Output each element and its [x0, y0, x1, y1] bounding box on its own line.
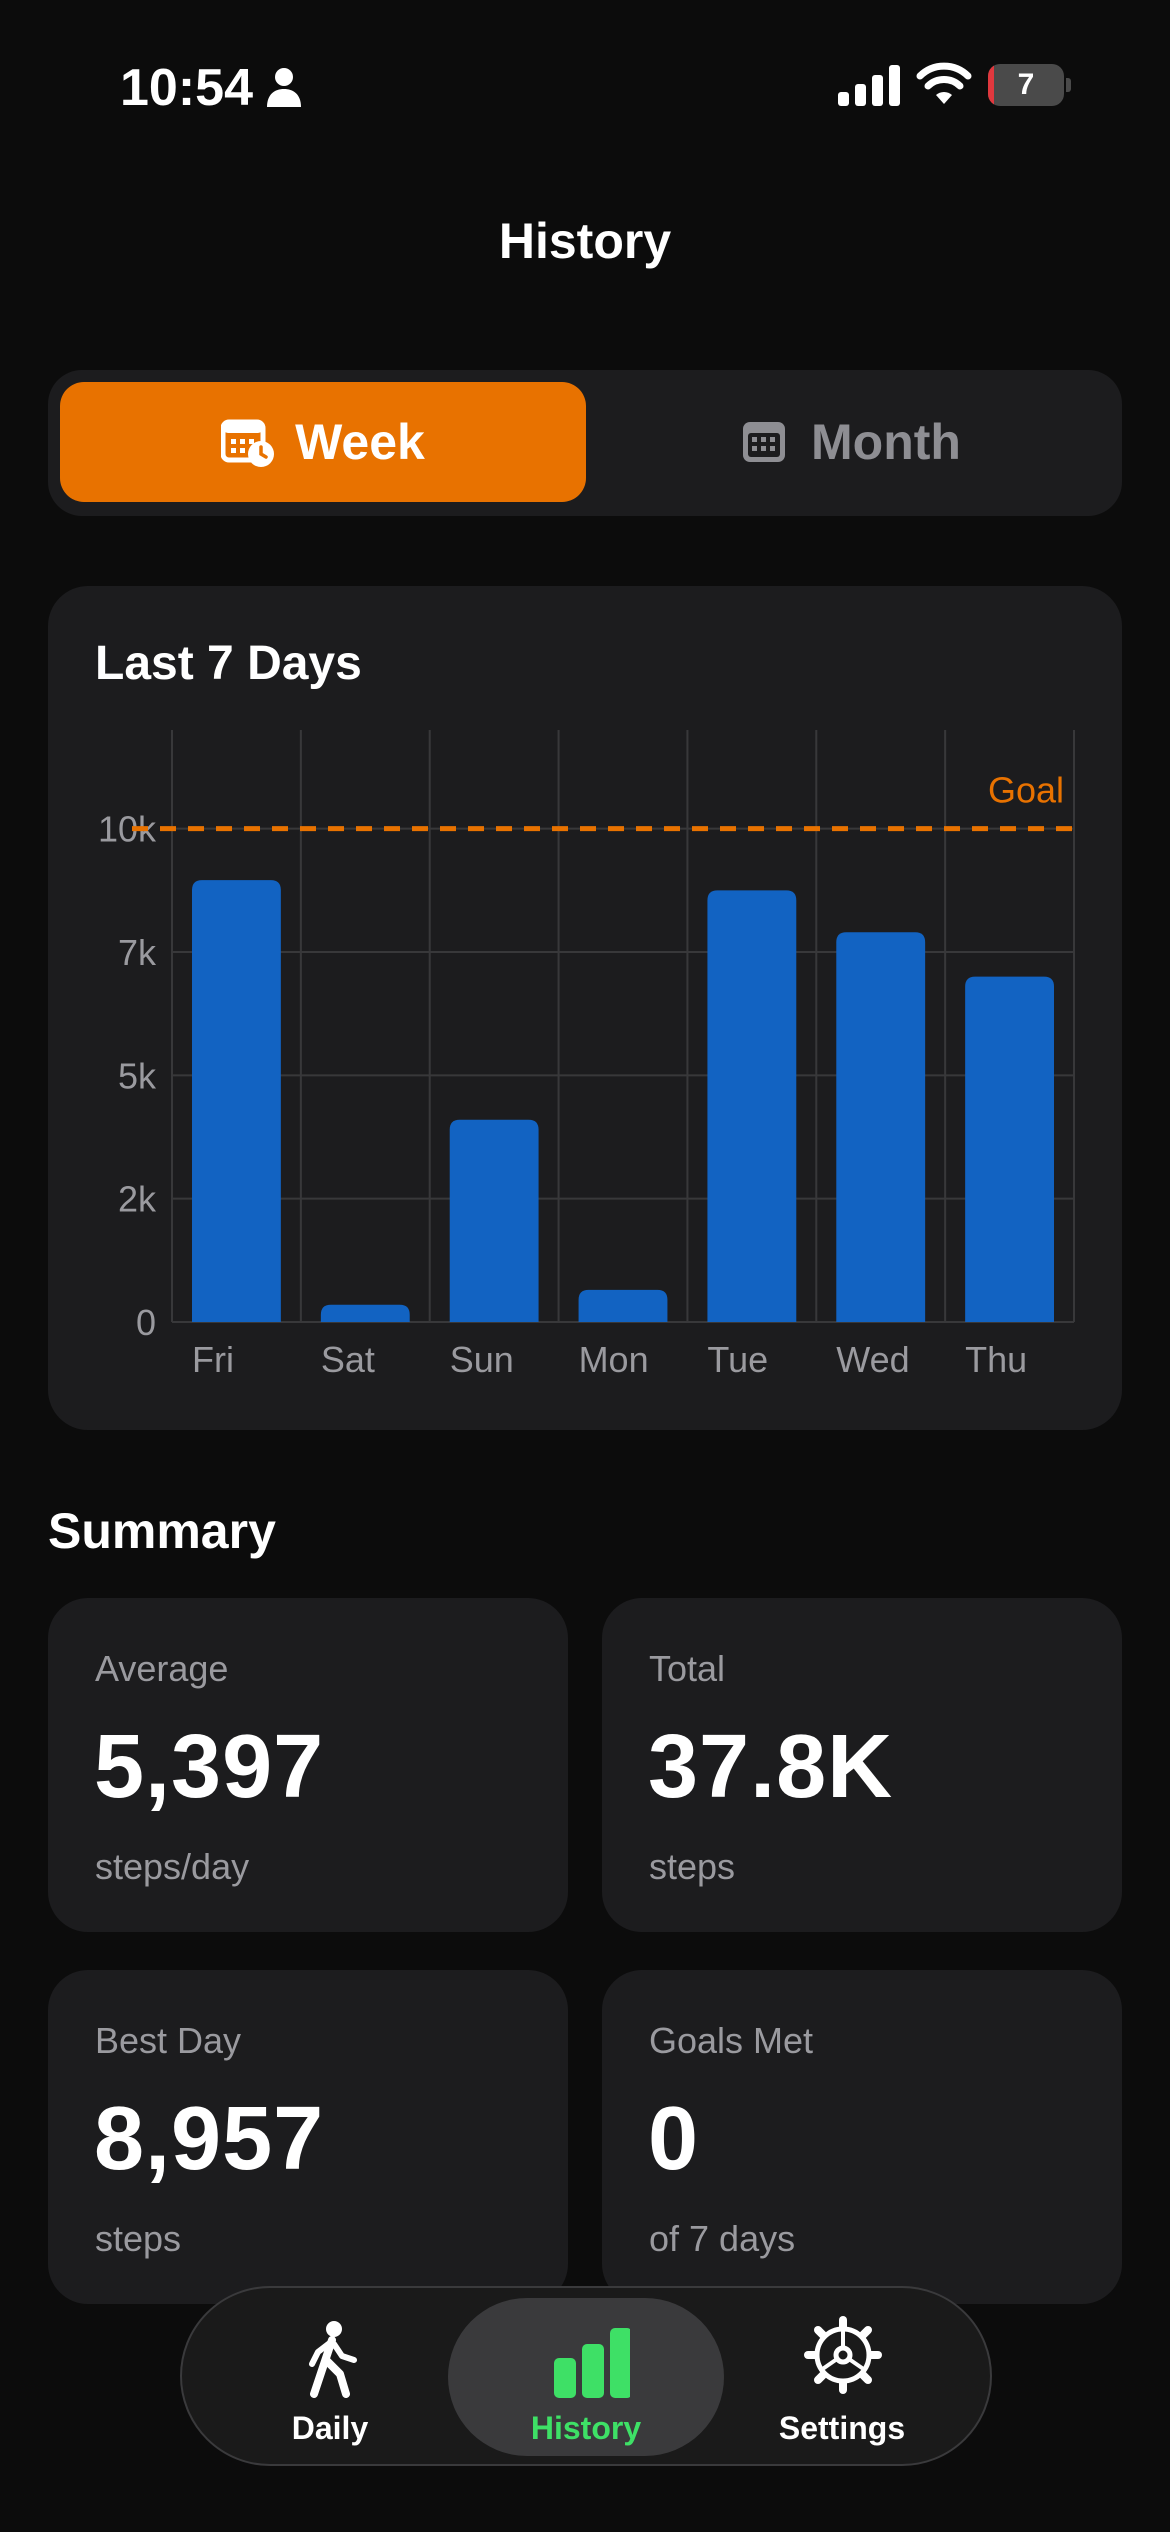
x-axis-tick-label: Tue [707, 1339, 768, 1380]
x-axis-tick-label: Thu [965, 1339, 1027, 1380]
goal-label: Goal [988, 770, 1064, 811]
battery-nub [1066, 78, 1071, 92]
x-axis-tick-label: Mon [579, 1339, 649, 1380]
goals-met-value: 0 [648, 2089, 700, 2189]
tab-daily-label: Daily [291, 2410, 369, 2446]
y-axis-tick-label: 2k [118, 1179, 157, 1220]
battery-indicator: 7 [988, 64, 1072, 106]
total-card: Total 37.8K steps [602, 1598, 1122, 1932]
tab-history[interactable]: History [448, 2298, 724, 2456]
chart-bar-fri [192, 880, 281, 1322]
tab-bar: Daily History [180, 2286, 992, 2466]
calendar-clock-icon [221, 419, 275, 467]
best-day-card: Best Day 8,957 steps [48, 1970, 568, 2304]
tab-daily[interactable]: Daily [192, 2298, 468, 2456]
chart-bar-tue [707, 890, 797, 1322]
steps-bar-chart: 0 2k 5k 7k 10k Fri Sat Sun Mon Tue Wed Thu Goal [98, 730, 1075, 1380]
summary-heading: Summary [48, 1503, 276, 1559]
tab-settings[interactable]: Settings [704, 2298, 980, 2456]
period-toggle: Week Month [48, 370, 1122, 516]
chart-bar-mon [578, 1289, 668, 1322]
chart-bar-sun [449, 1119, 539, 1322]
chart-bar-thu [965, 976, 1054, 1322]
goals-met-unit: of 7 days [649, 2218, 796, 2259]
calendar-icon [743, 422, 786, 462]
walking-person-icon [309, 2321, 357, 2398]
total-value: 37.8K [648, 1717, 894, 1817]
chart-bar-wed [836, 932, 926, 1322]
average-card: Average 5,397 steps/day [48, 1598, 568, 1932]
total-label: Total [649, 1648, 726, 1689]
steps-chart-card: 0 2k 5k 7k 10k Fri Sat Sun Mon Tue Wed Thu Goal Last… [48, 586, 1122, 1430]
gear-icon [804, 2316, 882, 2394]
y-axis-tick-label: 7k [118, 932, 157, 973]
bar-chart-icon [554, 2328, 630, 2398]
goals-met-label: Goals Met [649, 2020, 814, 2061]
average-label: Average [95, 1648, 229, 1689]
tab-settings-label: Settings [778, 2410, 906, 2446]
tab-history-label: History [530, 2410, 642, 2446]
goals-met-card: Goals Met 0 of 7 days [602, 1970, 1122, 2304]
month-tab-button[interactable]: Month [586, 382, 1112, 502]
page-title: History [498, 213, 672, 269]
chart-title: Last 7 Days [95, 637, 362, 690]
y-axis-tick-label: 10k [98, 809, 157, 850]
battery-level-text: 7 [1017, 68, 1035, 101]
average-value: 5,397 [94, 1717, 325, 1817]
chart-bar-sat [320, 1304, 410, 1322]
x-axis-tick-label: Wed [836, 1339, 909, 1380]
battery-body: 7 [988, 64, 1064, 106]
cellular-signal-icon [838, 65, 900, 106]
month-tab-label: Month [811, 414, 961, 470]
week-tab-label: Week [295, 414, 425, 470]
best-day-value: 8,957 [94, 2089, 325, 2189]
average-unit: steps/day [95, 1846, 250, 1887]
x-axis-tick-label: Sun [450, 1339, 514, 1380]
best-day-unit: steps [95, 2218, 182, 2259]
x-axis-tick-label: Fri [192, 1339, 234, 1380]
best-day-label: Best Day [95, 2020, 242, 2061]
battery-fill [988, 64, 994, 106]
status-time: 10:54 [120, 59, 253, 117]
week-tab-button[interactable]: Week [60, 382, 586, 502]
total-unit: steps [649, 1846, 736, 1887]
wifi-icon [916, 62, 972, 104]
person-icon [267, 68, 301, 107]
x-axis-tick-label: Sat [321, 1339, 375, 1380]
y-axis-tick-label: 5k [118, 1055, 157, 1096]
y-axis-tick-label: 0 [136, 1302, 156, 1343]
